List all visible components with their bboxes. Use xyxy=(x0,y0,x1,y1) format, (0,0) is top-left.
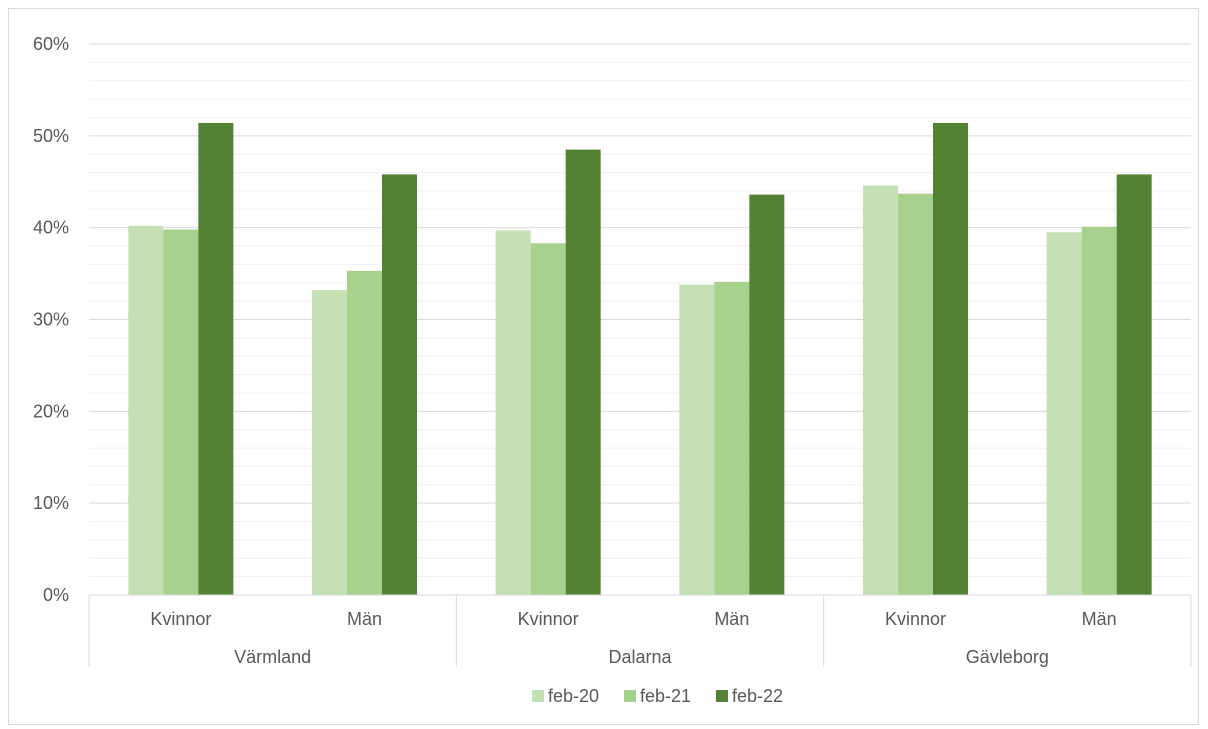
bar-feb-22-1 xyxy=(382,174,417,596)
bar-feb-20-0 xyxy=(128,225,164,595)
bar-feb-20-3 xyxy=(679,284,715,595)
legend-label: feb-20 xyxy=(548,686,599,706)
legend-label: feb-22 xyxy=(732,686,783,706)
category-label: Män xyxy=(347,609,382,629)
group-label: Gävleborg xyxy=(966,647,1049,667)
chart-frame: 0% 10% 20% 30% 40% 50% 60% Kvinnor Män Kvinnor Män… xyxy=(8,8,1199,725)
bar-feb-22-4 xyxy=(933,122,968,595)
category-label: Kvinnor xyxy=(885,609,946,629)
bar-feb-20-4 xyxy=(863,185,898,595)
bar-feb-21-1 xyxy=(347,270,382,595)
y-tick-label: 30% xyxy=(33,310,69,330)
axes: 0% 10% 20% 30% 40% 50% 60% Kvinnor Män Kvinnor Män… xyxy=(33,34,1192,667)
bar-feb-20-2 xyxy=(495,230,531,595)
gridlines xyxy=(89,43,1191,578)
legend-label: feb-21 xyxy=(640,686,691,706)
bar-feb-21-3 xyxy=(714,281,750,595)
bar-feb-22-2 xyxy=(565,149,601,595)
bar-feb-22-0 xyxy=(198,122,234,595)
y-tick-label: 50% xyxy=(33,126,69,146)
category-label: Män xyxy=(714,609,749,629)
y-tick-label: 40% xyxy=(33,218,69,238)
bar-feb-21-2 xyxy=(530,243,566,596)
group-label: Dalarna xyxy=(608,647,672,667)
y-tick-label: 0% xyxy=(43,585,69,605)
bar-feb-20-5 xyxy=(1046,232,1082,595)
legend-swatch-feb-21 xyxy=(624,690,636,702)
category-label: Kvinnor xyxy=(518,609,579,629)
bar-feb-22-5 xyxy=(1116,174,1152,596)
bar-feb-21-0 xyxy=(163,229,199,595)
bar-feb-21-5 xyxy=(1081,226,1117,595)
legend-swatch-feb-22 xyxy=(716,690,728,702)
bar-chart: 0% 10% 20% 30% 40% 50% 60% Kvinnor Män Kvinnor Män… xyxy=(33,34,1192,706)
group-label: Värmland xyxy=(234,647,311,667)
bar-feb-21-4 xyxy=(898,193,933,595)
y-tick-label: 10% xyxy=(33,493,69,513)
bars xyxy=(128,122,1152,596)
y-tick-label: 60% xyxy=(33,34,69,54)
legend-swatch-feb-20 xyxy=(532,690,544,702)
category-label: Män xyxy=(1082,609,1117,629)
legend: feb-20 feb-21 feb-22 xyxy=(532,686,783,706)
bar-feb-22-3 xyxy=(749,194,785,595)
bar-feb-20-1 xyxy=(312,290,347,595)
y-tick-label: 20% xyxy=(33,401,69,421)
category-label: Kvinnor xyxy=(150,609,211,629)
